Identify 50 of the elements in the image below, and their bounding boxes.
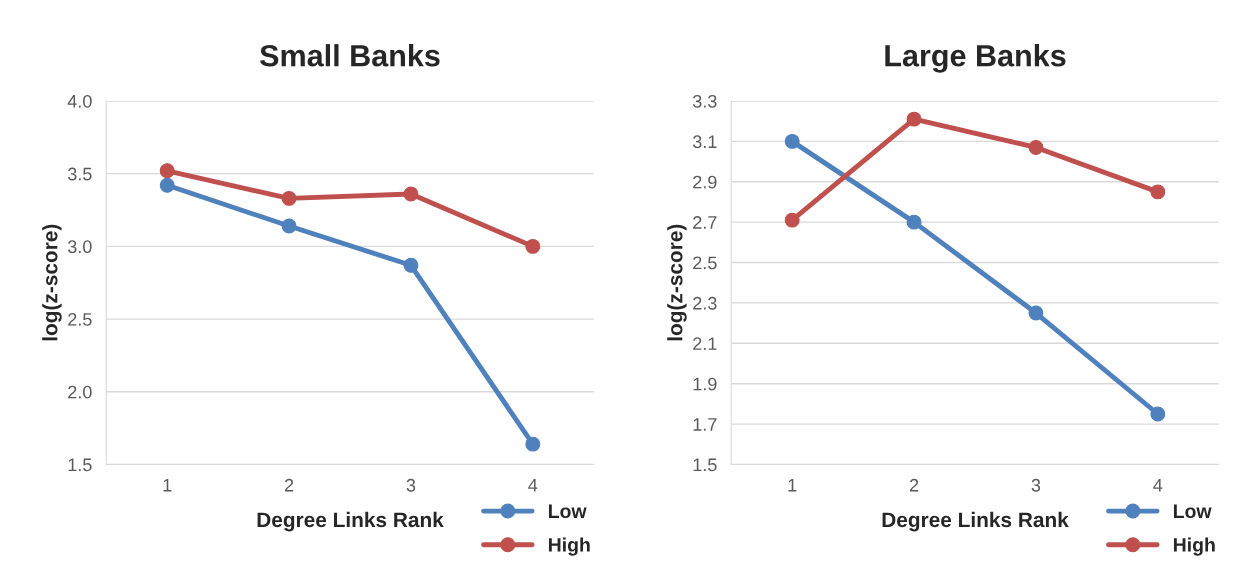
chart-title: Small Banks [260, 44, 440, 67]
legend-label: Low [1173, 504, 1212, 519]
y-tick-label: 1.5 [68, 458, 92, 472]
y-tick-label: 3.1 [692, 135, 717, 149]
y-tick-label: 2.1 [693, 337, 717, 350]
chart-title: Large Banks [885, 44, 1066, 73]
y-tick-label: 2.0 [68, 385, 92, 399]
point [159, 177, 175, 193]
point [525, 238, 541, 254]
x-axis-title: Degree Links Rank [882, 511, 1069, 532]
point [906, 111, 922, 127]
x-tick-label: 2 [284, 478, 294, 492]
y-tick-label: 3.0 [67, 240, 92, 254]
point [906, 214, 922, 230]
y-tick-label: 2.3 [693, 296, 717, 310]
legend-label: Low [548, 504, 587, 519]
y-tick-label: 3.3 [692, 94, 717, 108]
point [281, 190, 297, 206]
point [525, 436, 541, 452]
y-tick-label: 3.5 [67, 167, 92, 181]
x-tick-label: 2 [909, 478, 919, 492]
x-tick-label: 1 [788, 479, 797, 492]
point [1150, 406, 1166, 422]
y-tick-label: 1.7 [693, 418, 717, 431]
point [1150, 184, 1166, 200]
x-tick-label: 1 [163, 479, 172, 492]
point [784, 133, 800, 149]
x-tick-label: 3 [1031, 478, 1041, 492]
point [403, 186, 419, 202]
legend-label: High [1173, 537, 1215, 556]
y-tick-label: 4.0 [67, 94, 92, 108]
x-tick-label: 4 [528, 479, 538, 492]
y-tick-label: 2.9 [693, 175, 717, 189]
x-tick-label: 3 [406, 478, 416, 492]
point [403, 257, 419, 273]
point [159, 163, 175, 179]
y-axis-title: log(z-score) [42, 224, 62, 341]
point [1028, 139, 1044, 155]
point [1028, 305, 1044, 321]
y-axis-title: log(z-score) [667, 224, 687, 341]
x-axis-title: Degree Links Rank [257, 511, 444, 532]
y-tick-label: 2.5 [68, 313, 92, 326]
y-tick-label: 2.7 [693, 216, 717, 229]
y-tick-label: 1.9 [693, 377, 717, 391]
x-tick-label: 4 [1153, 479, 1163, 492]
y-tick-label: 2.5 [693, 256, 717, 270]
point [784, 212, 800, 228]
legend-label: High [548, 537, 590, 556]
point [281, 218, 297, 234]
y-tick-label: 1.5 [693, 458, 717, 472]
